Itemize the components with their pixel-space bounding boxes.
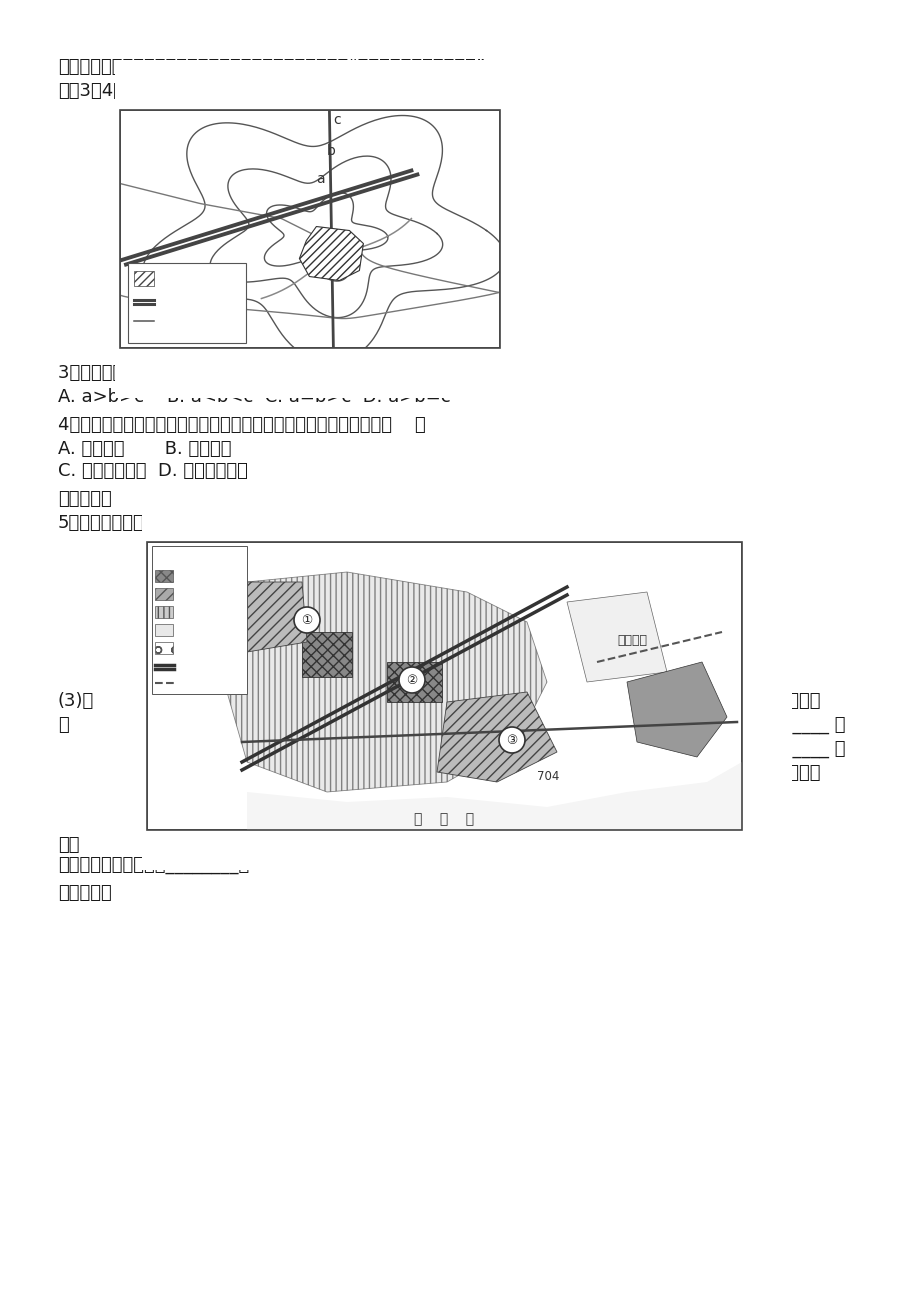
Text: ③: ③	[505, 733, 517, 746]
Text: 局。: 局。	[58, 836, 79, 854]
Text: 棚户区: 棚户区	[176, 642, 196, 652]
Text: 商业区: 商业区	[176, 570, 196, 579]
Text: 河流: 河流	[158, 316, 172, 329]
Bar	[142, 512, 746, 542]
Bar	[70, 105, 119, 353]
Bar	[154, 642, 173, 654]
Bar	[147, 542, 742, 829]
Circle shape	[294, 607, 320, 633]
Text: 工业区不断向: 工业区不断向	[755, 764, 820, 781]
Bar	[154, 605, 173, 618]
Polygon shape	[246, 582, 307, 652]
Text: ________ 及: ________ 及	[755, 716, 845, 734]
Bar	[387, 661, 441, 702]
Polygon shape	[566, 592, 666, 682]
Polygon shape	[437, 691, 556, 783]
Text: 课后反思：: 课后反思：	[58, 884, 111, 902]
Bar	[107, 536, 147, 835]
Text: 大    西    洋: 大 西 洋	[414, 812, 473, 825]
Bar	[742, 536, 791, 835]
Polygon shape	[246, 762, 742, 829]
Text: 图例: 图例	[172, 549, 185, 560]
Bar	[119, 109, 499, 348]
Text: 经济因素是市场经济条件下影响城市功能分区的主要原因。读“某城市地租分布等值线图”,: 经济因素是市场经济条件下影响城市功能分区的主要原因。读“某城市地租分布等值线图”…	[58, 59, 491, 76]
Text: 跨海大桥: 跨海大桥	[617, 634, 646, 647]
Text: A. a>b>c    B. a<b<c  C. a=b>c  D. a>b=c: A. a>b>c B. a<b<c C. a=b>c D. a>b=c	[58, 388, 450, 406]
Polygon shape	[299, 227, 363, 280]
Bar	[301, 631, 352, 677]
Circle shape	[498, 727, 525, 753]
Text: 绿化区: 绿化区	[176, 624, 196, 634]
Bar	[152, 546, 246, 694]
Text: 5．下图为某地城市空间结构示意图。读图完成下列问题。: 5．下图为某地城市空间结构示意图。读图完成下列问题。	[58, 514, 338, 533]
Bar	[142, 829, 746, 870]
Text: 住宅区: 住宅区	[176, 605, 196, 616]
Text: 3．图中等值线a、b、c的付租能力关系是（    ）: 3．图中等值线a、b、c的付租能力关系是（ ）	[58, 365, 318, 381]
Text: 二、综合题: 二、综合题	[58, 490, 111, 508]
Text: 1021: 1021	[476, 730, 506, 743]
Text: 市工业区主要: 市工业区主要	[755, 691, 820, 710]
Text: 完成3～4题。: 完成3～4题。	[58, 82, 134, 100]
Polygon shape	[227, 572, 547, 792]
Text: a: a	[316, 172, 324, 186]
Text: c: c	[333, 113, 341, 128]
Text: 中心城区: 中心城区	[158, 272, 186, 285]
Text: 公路: 公路	[158, 296, 172, 309]
Text: 铁路: 铁路	[176, 660, 189, 671]
Bar	[499, 105, 550, 353]
Text: A. 地形条件       B. 交通条件: A. 地形条件 B. 交通条件	[58, 440, 232, 458]
Text: 城市外围扩展主要是为________。: 城市外围扩展主要是为________。	[58, 855, 249, 874]
Bar	[128, 263, 245, 342]
Text: ________ 布: ________ 布	[755, 740, 845, 758]
Polygon shape	[627, 661, 726, 756]
Text: 704: 704	[537, 769, 559, 783]
Text: 公路: 公路	[176, 678, 189, 687]
Bar	[115, 60, 505, 109]
Text: 工业区: 工业区	[176, 589, 196, 598]
Bar	[154, 624, 173, 635]
Bar	[154, 589, 173, 600]
Text: 沿: 沿	[58, 716, 69, 734]
Bar	[119, 109, 499, 348]
Text: b: b	[326, 145, 335, 158]
Text: ②: ②	[406, 673, 417, 686]
Bar	[115, 348, 505, 398]
Bar	[154, 570, 173, 582]
Text: C. 人口分布状况  D. 早期商业活动: C. 人口分布状况 D. 早期商业活动	[58, 462, 247, 480]
Bar	[147, 542, 742, 829]
Bar	[134, 271, 153, 286]
Circle shape	[399, 667, 425, 693]
Text: 4．造成图中局部地区地租分布等值线由中心向外凸出的主要因素是（    ）: 4．造成图中局部地区地租分布等值线由中心向外凸出的主要因素是（ ）	[58, 417, 425, 434]
Text: (3)该: (3)该	[58, 691, 94, 710]
Text: ①: ①	[301, 613, 312, 626]
